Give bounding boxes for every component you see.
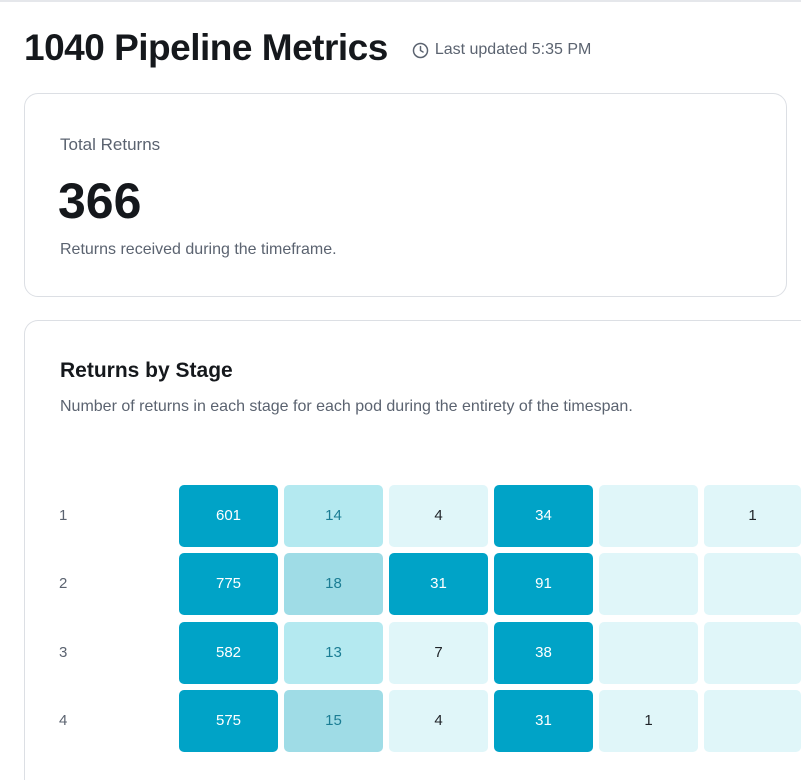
page-header: 1040 Pipeline Metrics Last updated 5:35 … — [24, 24, 591, 72]
heatmap-cell: 18 — [284, 553, 383, 615]
heatmap-cell — [599, 622, 698, 684]
heatmap-cell: 1 — [599, 690, 698, 752]
last-updated: Last updated 5:35 PM — [412, 41, 592, 59]
heatmap-cell — [704, 622, 801, 684]
heatmap-cell: 601 — [179, 485, 278, 547]
heatmap-cell: 13 — [284, 622, 383, 684]
top-divider — [0, 0, 801, 2]
row-label-1: 1 — [59, 507, 68, 524]
row-label-3: 3 — [59, 644, 68, 661]
heatmap-cell — [704, 690, 801, 752]
heatmap-cell — [704, 553, 801, 615]
total-returns-label: Total Returns — [60, 135, 161, 154]
heatmap-cell: 1 — [704, 485, 801, 547]
heatmap-cell: 4 — [389, 485, 488, 547]
heatmap-cell: 31 — [389, 553, 488, 615]
heatmap-cell: 34 — [494, 485, 593, 547]
heatmap-cell: 15 — [284, 690, 383, 752]
heatmap-cell: 38 — [494, 622, 593, 684]
total-returns-card: Total Returns 366 Returns received durin… — [24, 93, 787, 297]
clock-icon — [412, 42, 429, 58]
row-label-4: 4 — [59, 712, 68, 729]
stage-card-title: Returns by Stage — [60, 359, 233, 382]
heatmap-cell: 31 — [494, 690, 593, 752]
total-returns-value: 366 — [58, 173, 142, 229]
row-label-2: 2 — [59, 575, 68, 592]
heatmap-cell: 4 — [389, 690, 488, 752]
heatmap-cell: 14 — [284, 485, 383, 547]
last-updated-text: Last updated 5:35 PM — [434, 41, 592, 58]
heatmap-cell — [599, 553, 698, 615]
total-returns-description: Returns received during the timeframe. — [60, 241, 337, 258]
heatmap-cell — [599, 485, 698, 547]
heatmap-cell: 575 — [179, 690, 278, 752]
heatmap-cell: 91 — [494, 553, 593, 615]
heatmap-cell: 582 — [179, 622, 278, 684]
page-title: 1040 Pipeline Metrics — [24, 27, 388, 68]
heatmap-cell: 775 — [179, 553, 278, 615]
heatmap-cell: 7 — [389, 622, 488, 684]
stage-card-subtitle: Number of returns in each stage for each… — [60, 398, 633, 415]
